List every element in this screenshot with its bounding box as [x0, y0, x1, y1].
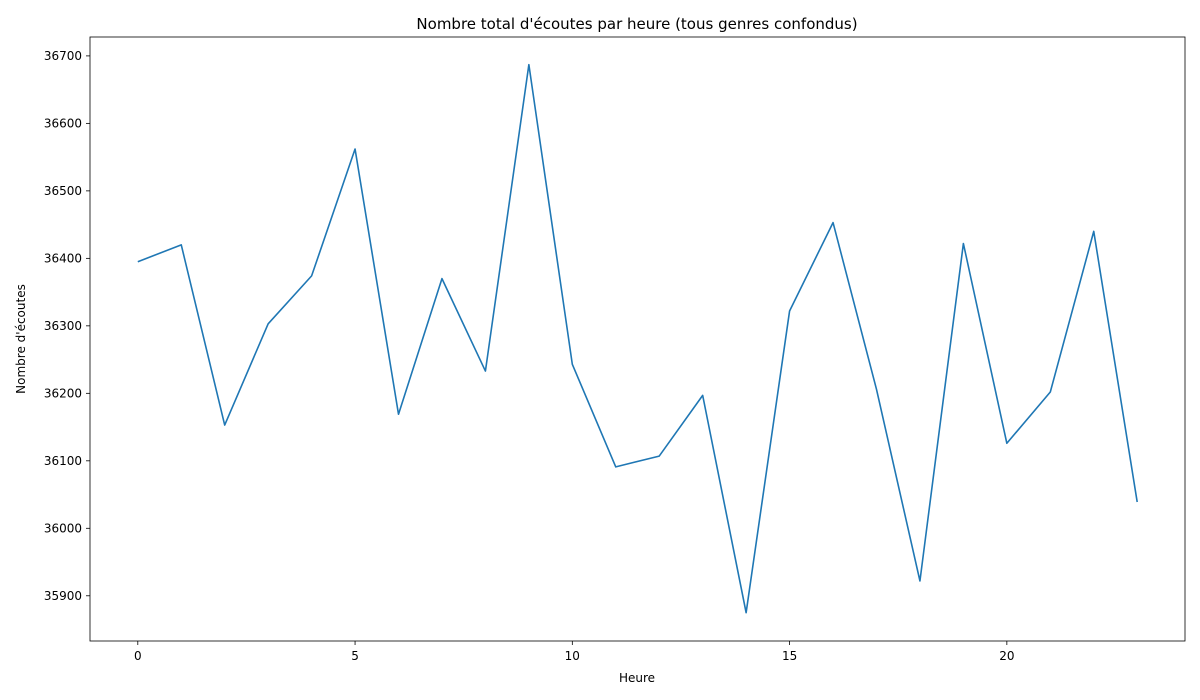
y-tick-label: 36000 — [44, 521, 82, 535]
y-tick-label: 35900 — [44, 589, 82, 603]
y-tick-label: 36100 — [44, 454, 82, 468]
y-tick-label: 36200 — [44, 386, 82, 400]
x-tick-label: 10 — [565, 649, 580, 663]
chart-title: Nombre total d'écoutes par heure (tous g… — [416, 15, 857, 33]
y-tick-label: 36700 — [44, 49, 82, 63]
x-tick-label: 0 — [134, 649, 142, 663]
x-tick-label: 5 — [351, 649, 359, 663]
x-axis: 0 5 10 15 20 — [134, 641, 1014, 663]
plot-frame — [89, 36, 1186, 642]
y-axis: 35900 36000 36100 36200 36300 36400 36500 36600… — [44, 49, 90, 603]
y-tick-label: 36600 — [44, 116, 82, 130]
series-line-0 — [137, 63, 1138, 614]
x-tick-label: 15 — [782, 649, 797, 663]
y-tick-label: 36400 — [44, 251, 82, 265]
plot-area — [89, 36, 1186, 642]
x-tick-label: 20 — [999, 649, 1014, 663]
y-tick-label: 36300 — [44, 319, 82, 333]
y-tick-label: 36500 — [44, 184, 82, 198]
x-axis-label: Heure — [619, 671, 655, 685]
y-axis-label: Nombre d'écoutes — [14, 284, 28, 394]
